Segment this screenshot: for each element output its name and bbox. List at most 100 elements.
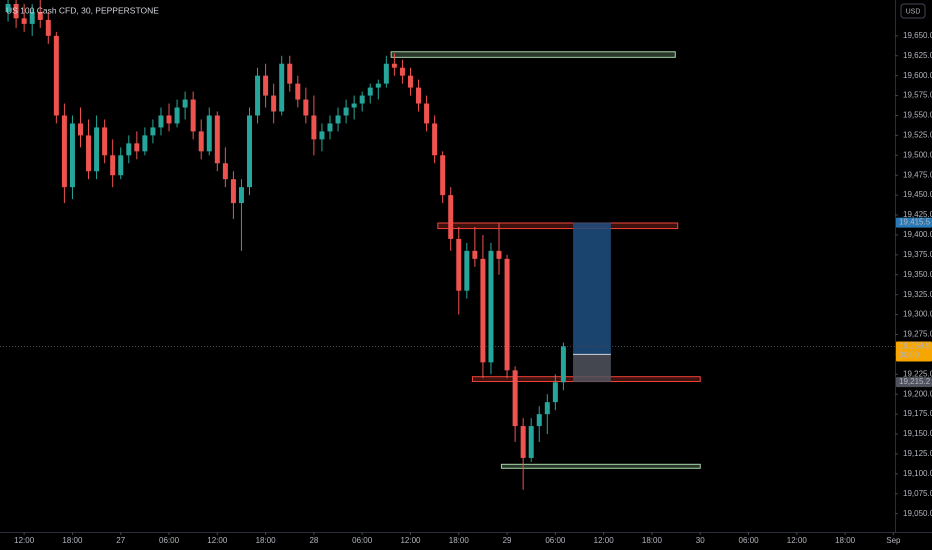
y-tick-label: 19,325.0	[903, 290, 932, 299]
axes: 19,650.0 19,625.0 19,600.0 19,575.0 19,550.0…	[14, 31, 932, 545]
candle-body	[77, 123, 83, 136]
y-tick-label: 19,100.0	[903, 469, 932, 478]
candle-body	[520, 426, 526, 458]
price-label: 19,259.9	[899, 342, 931, 351]
y-tick-label: 19,225.0	[903, 369, 932, 378]
candle-body	[504, 258, 510, 371]
y-tick-label: 19,050.0	[903, 509, 932, 518]
x-tick-label: 06:00	[159, 536, 180, 545]
candle-body	[271, 95, 277, 112]
candle-body	[214, 115, 220, 164]
candle-body	[142, 135, 148, 152]
x-tick-label: 29	[503, 536, 512, 545]
candle-body	[53, 35, 59, 116]
y-tick-label: 19,400.0	[903, 230, 932, 239]
candle-body	[198, 131, 204, 152]
x-tick-label: 12:00	[207, 536, 228, 545]
candle-body	[158, 115, 164, 128]
candle-body	[552, 382, 558, 403]
y-tick-label: 19,150.0	[903, 429, 932, 438]
candle-body	[238, 187, 244, 204]
y-tick-label: 19,175.0	[903, 409, 932, 418]
y-tick-label: 19,500.0	[903, 150, 932, 159]
x-tick-label: 12:00	[787, 536, 808, 545]
candle-body	[311, 115, 317, 140]
candle-body	[206, 115, 212, 152]
candle-body	[367, 87, 373, 96]
y-tick-label: 19,525.0	[903, 130, 932, 139]
candle-body	[391, 63, 397, 68]
candle-body	[255, 75, 261, 116]
x-tick-label: 06:00	[352, 536, 373, 545]
candle-body	[166, 115, 172, 124]
x-tick-label: 18:00	[835, 536, 856, 545]
price-label-bg	[896, 377, 932, 388]
y-tick-label: 19,375.0	[903, 250, 932, 259]
x-tick-label: 27	[116, 536, 125, 545]
y-tick-label: 19,350.0	[903, 270, 932, 279]
x-tick-label: 12:00	[400, 536, 421, 545]
y-tick-label: 19,625.0	[903, 51, 932, 60]
candle-body	[5, 3, 11, 12]
currency-button[interactable]	[900, 3, 926, 19]
candle-body	[13, 3, 19, 19]
candle-body	[222, 163, 228, 180]
candle-body	[94, 127, 100, 172]
x-tick-label: 06:00	[739, 536, 760, 545]
y-tick-label: 19,200.0	[903, 389, 932, 398]
zone	[500, 463, 701, 469]
x-tick-label: 18:00	[62, 536, 83, 545]
candle-body	[61, 115, 67, 188]
x-tick-label: 12:00	[594, 536, 615, 545]
y-tick-label: 19,300.0	[903, 310, 932, 319]
candle-body	[424, 103, 430, 124]
y-tick-label: 19,125.0	[903, 449, 932, 458]
candle-body	[279, 63, 285, 112]
candle-body	[263, 75, 269, 96]
candle-body	[343, 107, 349, 116]
candle-body	[45, 19, 51, 36]
candle-body	[86, 135, 92, 172]
candle-body	[383, 63, 389, 84]
candle-body	[126, 143, 132, 156]
x-tick-label: 30	[696, 536, 705, 545]
candle-body	[134, 143, 140, 152]
position-stop-area	[573, 354, 611, 383]
candle-body	[287, 63, 293, 84]
y-tick-label: 19,425.0	[903, 210, 932, 219]
candle-body	[399, 67, 405, 76]
x-tick-label: 18:00	[449, 536, 470, 545]
y-tick-label: 19,650.0	[903, 31, 932, 40]
y-tick-label: 19,075.0	[903, 489, 932, 498]
candle-body	[512, 370, 518, 427]
x-tick-label: Sep	[886, 536, 901, 545]
price-label: 19,215.2	[899, 377, 931, 386]
candle-body	[69, 123, 75, 188]
currency-label[interactable]: USD	[906, 8, 921, 15]
y-tick-label: 19,575.0	[903, 91, 932, 100]
candle-body	[37, 11, 43, 20]
candle-body	[488, 250, 494, 363]
candle-body	[150, 127, 156, 136]
y-tick-label: 19,475.0	[903, 170, 932, 179]
candle-body	[21, 18, 27, 24]
y-tick-label: 19,550.0	[903, 111, 932, 120]
y-tick-label: 19,275.0	[903, 330, 932, 339]
candle-body	[448, 195, 454, 239]
candle-body	[528, 426, 534, 458]
candle-body	[182, 99, 188, 108]
x-tick-label: 18:00	[256, 536, 277, 545]
candle-body	[536, 414, 542, 427]
candle-body	[303, 99, 309, 116]
position-target-area	[573, 222, 611, 355]
candle-body	[327, 123, 333, 132]
candle-body	[335, 115, 341, 124]
x-tick-label: 18:00	[642, 536, 663, 545]
candle-body	[544, 402, 550, 415]
price-label-bg	[896, 341, 932, 362]
candle-body	[102, 127, 108, 156]
y-tick-label: 19,600.0	[903, 71, 932, 80]
candle-body	[464, 250, 470, 291]
candle-body	[190, 99, 196, 132]
